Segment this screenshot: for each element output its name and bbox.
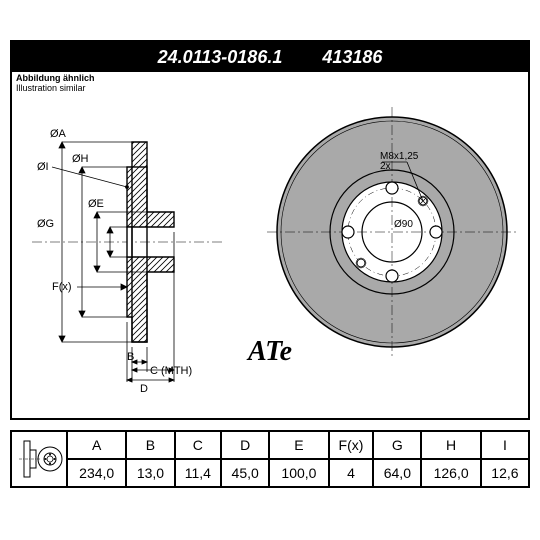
- label-oe: ØE: [88, 198, 104, 210]
- label-d: D: [140, 383, 148, 395]
- side-view: ØI ØG ØE ØH ØA F(x) B C (MTH) D: [32, 112, 222, 412]
- val-h: 126,0: [421, 459, 480, 487]
- val-d: 45,0: [221, 459, 269, 487]
- label-fx: F(x): [52, 281, 72, 293]
- col-e: E: [269, 431, 328, 459]
- label-oa: ØA: [50, 128, 67, 140]
- val-c: 11,4: [175, 459, 222, 487]
- val-b: 13,0: [126, 459, 174, 487]
- short-code: 413186: [322, 47, 382, 68]
- spec-header-row: A B C D E F(x) G H I: [11, 431, 529, 459]
- label-center-dia: Ø90: [394, 219, 413, 230]
- title-bar: 24.0113-0186.1 413186: [12, 42, 528, 72]
- spec-icon-cell: [11, 431, 67, 487]
- col-b: B: [126, 431, 174, 459]
- col-h: H: [421, 431, 480, 459]
- part-number: 24.0113-0186.1: [158, 47, 283, 68]
- spec-table: A B C D E F(x) G H I 234,0 13,0 11,4 45,…: [10, 430, 530, 488]
- col-i: I: [481, 431, 529, 459]
- val-e: 100,0: [269, 459, 328, 487]
- front-view: Ø90 M8x1,25 2x: [262, 102, 522, 362]
- label-og: ØG: [37, 218, 54, 230]
- col-d: D: [221, 431, 269, 459]
- val-f: 4: [329, 459, 374, 487]
- label-b: B: [127, 351, 134, 363]
- col-a: A: [67, 431, 126, 459]
- val-a: 234,0: [67, 459, 126, 487]
- disc-icon: [14, 437, 64, 481]
- spec-value-row: 234,0 13,0 11,4 45,0 100,0 4 64,0 126,0 …: [11, 459, 529, 487]
- drawing-area: ØI ØG ØE ØH ØA F(x) B C (MTH) D: [12, 72, 528, 418]
- col-f: F(x): [329, 431, 374, 459]
- drawing-frame: 24.0113-0186.1 413186 Abbildung ähnlich …: [10, 40, 530, 420]
- label-thread-count: 2x: [380, 161, 391, 172]
- col-c: C: [175, 431, 222, 459]
- label-oh: ØH: [72, 153, 89, 165]
- val-i: 12,6: [481, 459, 529, 487]
- brand-logo: ATe: [248, 336, 292, 368]
- label-oi: ØI: [37, 161, 49, 173]
- label-c: C (MTH): [150, 365, 192, 377]
- val-g: 64,0: [373, 459, 421, 487]
- col-g: G: [373, 431, 421, 459]
